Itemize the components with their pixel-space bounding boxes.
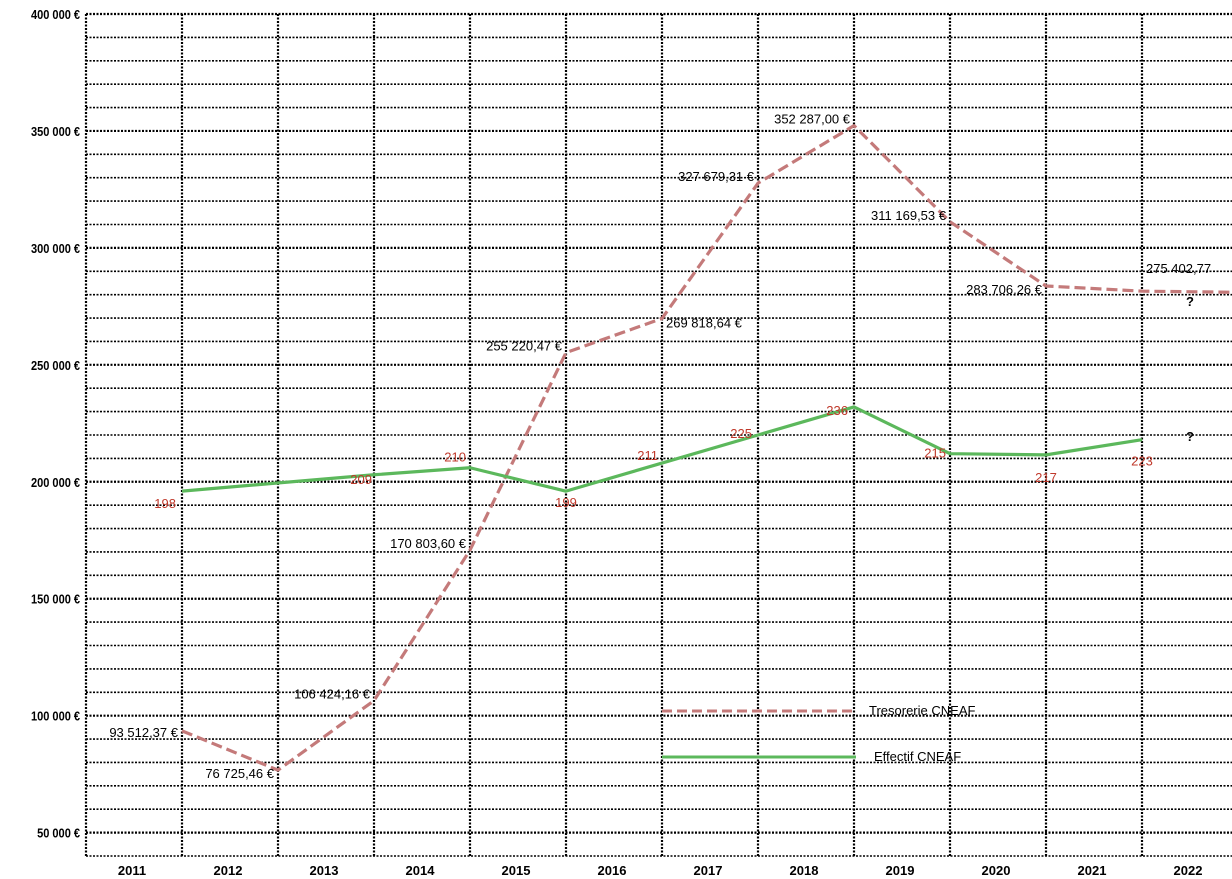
y-tick-label: 250 000 €	[31, 358, 80, 373]
effectif-data-label: 199	[555, 495, 577, 510]
series-lines	[181, 123, 1232, 772]
tresorerie-data-label: 327 679,31 €	[678, 169, 755, 184]
legend-label-effectif: Effectif CNEAF	[874, 749, 961, 764]
legend-label-tresorerie: Tresorerie CNEAF	[869, 703, 975, 718]
x-tick-label: 2022	[1174, 863, 1203, 878]
tresorerie-question-mark: ?	[1186, 294, 1194, 309]
effectif-data-label: 225	[730, 426, 752, 441]
effectif-series-line	[181, 405, 1143, 493]
effectif-data-label: 211	[637, 448, 658, 463]
y-tick-label: 150 000 €	[31, 592, 80, 607]
x-tick-label: 2011	[118, 863, 146, 878]
x-tick-label: 2013	[310, 863, 339, 878]
effectif-data-label: 215	[924, 446, 946, 461]
tresorerie-data-label: 269 818,64 €	[666, 315, 743, 330]
x-tick-label: 2014	[406, 863, 436, 878]
tresorerie-data-label: 106 424,16 €	[294, 687, 371, 702]
y-tick-label: 300 000 €	[31, 241, 80, 256]
x-tick-label: 2017	[694, 863, 723, 878]
effectif-data-label: 217	[1035, 470, 1057, 485]
x-tick-label: 2015	[502, 863, 531, 878]
tresorerie-data-label: 352 287,00 €	[774, 112, 851, 127]
tresorerie-data-label: 255 220,47 €	[486, 339, 563, 354]
effectif-data-label: 236	[826, 403, 848, 418]
x-tick-label: 2018	[790, 863, 819, 878]
effectif-data-label: 198	[154, 496, 176, 511]
x-tick-label: 2016	[598, 863, 627, 878]
effectif-data-label: 209	[350, 472, 372, 487]
y-tick-label: 100 000 €	[31, 709, 80, 724]
effectif-data-label: 210	[444, 450, 466, 465]
tresorerie-data-label: 275 402,77	[1146, 261, 1211, 276]
tresorerie-series-line	[181, 123, 1232, 772]
y-tick-label: 400 000 €	[31, 7, 80, 22]
tresorerie-data-label: 93 512,37 €	[109, 725, 178, 740]
x-tick-label: 2021	[1078, 863, 1107, 878]
data-labels: 93 512,37 € 76 725,46 € 106 424,16 € 170 80…	[109, 112, 1211, 782]
effectif-question-mark: ?	[1186, 429, 1194, 444]
tresorerie-data-label: 170 803,60 €	[390, 536, 467, 551]
x-tick-label: 2012	[214, 863, 243, 878]
x-axis-tick-labels: 2011 2012 2013 2014 2015 2016 2017 2018 2019 2020…	[118, 863, 1203, 878]
legend: Tresorerie CNEAF Effectif CNEAF	[662, 703, 975, 764]
x-tick-label: 2019	[886, 863, 915, 878]
y-tick-label: 350 000 €	[31, 124, 80, 139]
tresorerie-data-label: 283 706,26 €	[966, 282, 1043, 297]
effectif-data-label: 223	[1131, 454, 1153, 469]
y-axis-tick-labels: 50 000 € 100 000 € 150 000 € 200 000 € 250 0…	[31, 7, 80, 841]
y-tick-label: 200 000 €	[31, 475, 80, 490]
x-tick-label: 2020	[982, 863, 1011, 878]
tresorerie-data-label: 76 725,46 €	[205, 766, 274, 781]
y-tick-label: 50 000 €	[37, 826, 80, 841]
tresorerie-data-label: 311 169,53 €	[871, 208, 947, 223]
